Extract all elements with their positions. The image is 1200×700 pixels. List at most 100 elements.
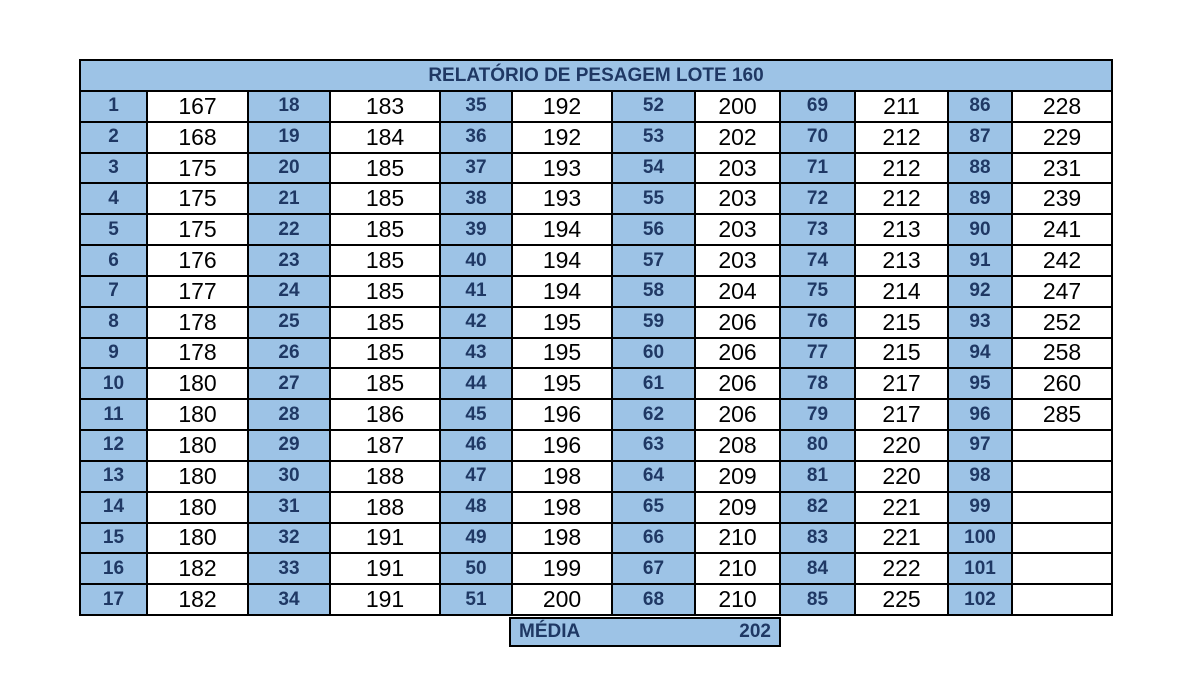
empty-cell: [1012, 430, 1112, 461]
animal-number: 97: [948, 430, 1012, 461]
weight: 185: [330, 275, 440, 307]
animal-number: 16: [80, 553, 147, 585]
weight: 203: [695, 152, 780, 184]
weight: 204: [695, 275, 780, 307]
weight: 196: [512, 399, 612, 431]
weight: 206: [695, 306, 780, 338]
animal-number: 62: [612, 399, 695, 431]
weight: 209: [695, 460, 780, 492]
weight: 203: [695, 214, 780, 246]
animal-number: 72: [780, 183, 855, 215]
weight: 194: [512, 275, 612, 307]
weight: 198: [512, 491, 612, 523]
animal-number: 22: [248, 214, 330, 246]
weight: 211: [855, 91, 948, 122]
weight: 182: [147, 584, 248, 615]
title: RELATÓRIO DE PESAGEM LOTE 160: [81, 61, 1111, 91]
weight: 210: [695, 522, 780, 554]
animal-number: 8: [80, 306, 147, 338]
weight: 203: [695, 245, 780, 276]
animal-number: 76: [780, 306, 855, 338]
animal-number: 27: [248, 368, 330, 400]
weight: 175: [147, 152, 248, 184]
weight: 180: [147, 491, 248, 523]
animal-number: 65: [612, 491, 695, 523]
animal-number: 19: [248, 121, 330, 153]
weight: 212: [855, 152, 948, 184]
animal-number: 29: [248, 430, 330, 461]
empty-cell: [1012, 584, 1112, 615]
weight: 175: [147, 183, 248, 215]
weight: 221: [855, 522, 948, 554]
weight: 217: [855, 368, 948, 400]
weight: 221: [855, 491, 948, 523]
weight: 199: [512, 553, 612, 585]
animal-number: 1: [80, 91, 147, 122]
animal-number: 69: [780, 91, 855, 122]
weight: 187: [330, 430, 440, 461]
weight: 191: [330, 553, 440, 585]
weight: 184: [330, 121, 440, 153]
animal-number: 74: [780, 245, 855, 276]
animal-number: 61: [612, 368, 695, 400]
animal-number: 31: [248, 491, 330, 523]
animal-number: 42: [440, 306, 512, 338]
weight: 208: [695, 430, 780, 461]
animal-number: 43: [440, 337, 512, 369]
weight: 213: [855, 214, 948, 246]
weight: 185: [330, 183, 440, 215]
weight: 194: [512, 245, 612, 276]
weight: 176: [147, 245, 248, 276]
weight: 185: [330, 368, 440, 400]
weight: 231: [1012, 152, 1112, 184]
weight: 206: [695, 337, 780, 369]
animal-number: 36: [440, 121, 512, 153]
animal-number: 53: [612, 121, 695, 153]
animal-number: 30: [248, 460, 330, 492]
weight: 260: [1012, 368, 1112, 400]
weight: 210: [695, 553, 780, 585]
weight: 178: [147, 337, 248, 369]
average-box: MÉDIA 202: [509, 617, 781, 647]
animal-number: 101: [948, 553, 1012, 585]
weight: 185: [330, 245, 440, 276]
animal-number: 38: [440, 183, 512, 215]
animal-number: 45: [440, 399, 512, 431]
average-value: 202: [739, 621, 771, 642]
animal-number: 64: [612, 460, 695, 492]
weight: 229: [1012, 121, 1112, 153]
weight: 228: [1012, 91, 1112, 122]
weight: 210: [695, 584, 780, 615]
weight: 213: [855, 245, 948, 276]
weight: 192: [512, 121, 612, 153]
weight: 185: [330, 214, 440, 246]
weight: 180: [147, 399, 248, 431]
animal-number: 82: [780, 491, 855, 523]
animal-number: 78: [780, 368, 855, 400]
weight: 203: [695, 183, 780, 215]
weight: 212: [855, 121, 948, 153]
animal-number: 33: [248, 553, 330, 585]
weight: 192: [512, 91, 612, 122]
animal-number: 81: [780, 460, 855, 492]
weight: 222: [855, 553, 948, 585]
animal-number: 52: [612, 91, 695, 122]
animal-number: 28: [248, 399, 330, 431]
animal-number: 39: [440, 214, 512, 246]
animal-number: 91: [948, 245, 1012, 276]
weight: 198: [512, 522, 612, 554]
animal-number: 18: [248, 91, 330, 122]
weight: 225: [855, 584, 948, 615]
table-frame: [79, 59, 1113, 616]
animal-number: 73: [780, 214, 855, 246]
weight: 200: [512, 584, 612, 615]
weight: 220: [855, 430, 948, 461]
animal-number: 60: [612, 337, 695, 369]
weight: 195: [512, 306, 612, 338]
weight: 209: [695, 491, 780, 523]
weight: 206: [695, 368, 780, 400]
weight: 185: [330, 306, 440, 338]
weight: 239: [1012, 183, 1112, 215]
weight: 180: [147, 522, 248, 554]
animal-number: 37: [440, 152, 512, 184]
